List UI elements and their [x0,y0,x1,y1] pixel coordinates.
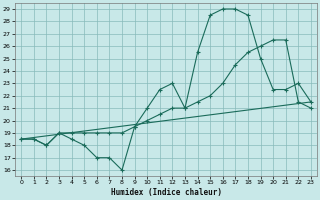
X-axis label: Humidex (Indice chaleur): Humidex (Indice chaleur) [111,188,221,197]
